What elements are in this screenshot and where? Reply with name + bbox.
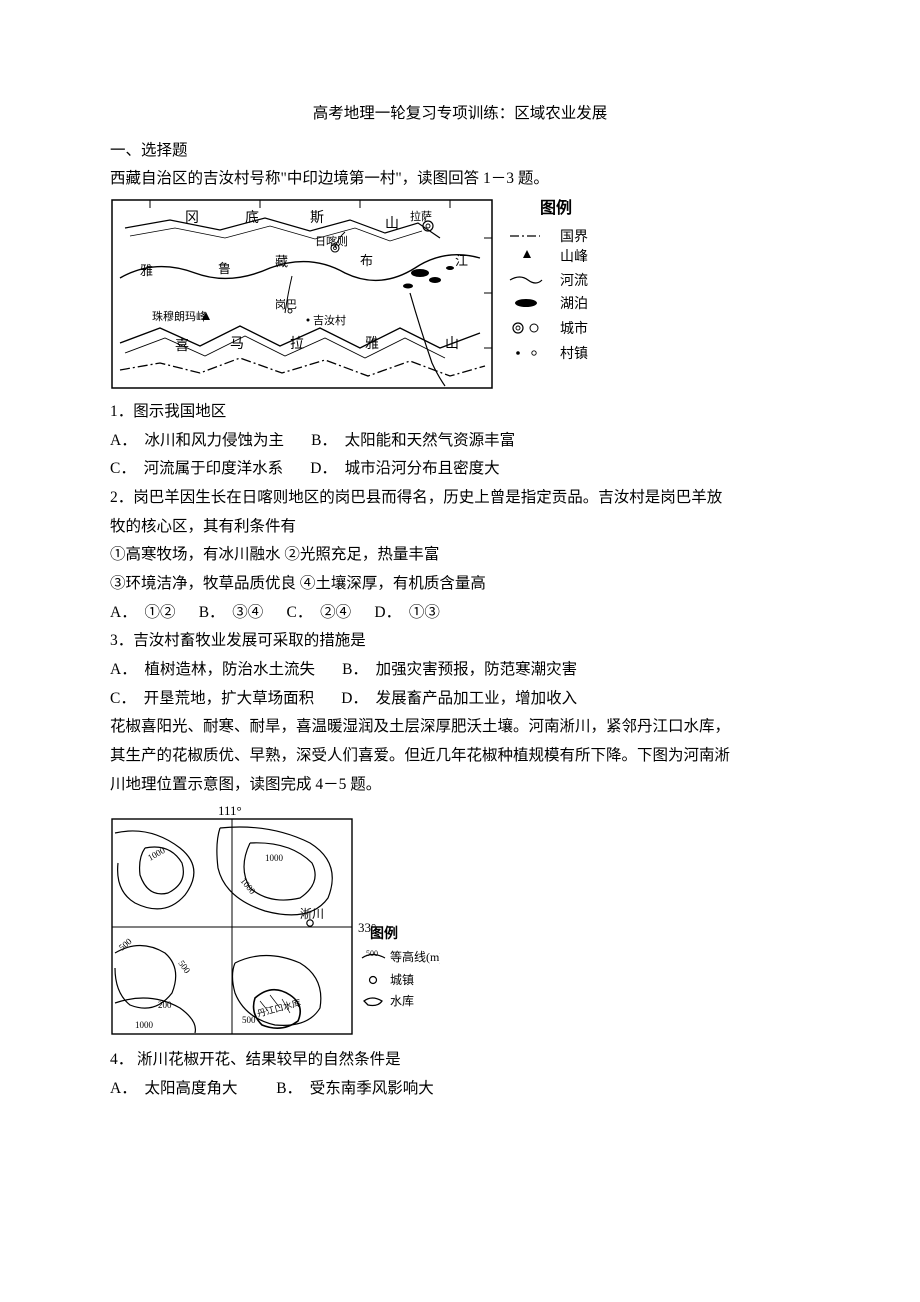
label-la: 拉 xyxy=(290,336,304,352)
q2-stem1: 2．岗巴羊因生长在日喀则地区的岗巴县而得名，历史上曾是指定贡品。吉汝村是岗巴羊放 xyxy=(110,484,810,513)
figure-2: 111° 33° 1000 1000 1000 500 500 200 1000… xyxy=(110,803,810,1038)
intro-1: 西藏自治区的吉汝村号称"中印边境第一村"，读图回答 1－3 题。 xyxy=(110,165,810,194)
label-cang: 藏 xyxy=(275,254,288,269)
label-jiang: 江 xyxy=(455,253,468,268)
q2-stem3: ①高寒牧场，有冰川融水 ②光照充足，热量丰富 xyxy=(110,541,810,570)
legend-peak: 山峰 xyxy=(560,249,588,265)
legend-city: 城市 xyxy=(560,320,588,337)
q2-stem2: 牧的核心区，其有利条件有 xyxy=(110,513,810,542)
label-shan2: 山 xyxy=(445,336,459,352)
label-xi: 喜 xyxy=(175,338,189,354)
contour-label-7: 1000 xyxy=(135,1020,154,1030)
legend2-contour: 等高线(m) xyxy=(390,949,440,964)
section-heading: 一、选择题 xyxy=(110,137,810,166)
label-di: 底 xyxy=(245,210,259,226)
lon-label: 111° xyxy=(218,803,242,818)
legend-border: 国界 xyxy=(560,230,588,245)
q2-stem4: ③环境洁净，牧草品质优良 ④土壤深厚，有机质含量高 xyxy=(110,570,810,599)
label-shan: 山 xyxy=(385,216,399,232)
legend2-reservoir: 水库 xyxy=(390,993,414,1008)
legend2-town: 城镇 xyxy=(390,973,414,987)
legend-river: 河流 xyxy=(560,273,588,289)
q1-stem: 1．图示我国地区 xyxy=(110,398,810,427)
passage-2b: 其生产的花椒质优、早熟，深受人们喜爱。但近几年花椒种植规模有所下降。下图为河南淅 xyxy=(110,742,810,771)
legend2-contour-sample: 500 xyxy=(366,949,378,958)
label-si: 斯 xyxy=(310,210,324,226)
q3-stem: 3．吉汝村畜牧业发展可采取的措施是 xyxy=(110,627,810,656)
legend-lake: 湖泊 xyxy=(560,296,588,312)
legend-title: 图例 xyxy=(540,198,572,217)
label-ya2: 雅 xyxy=(365,336,379,352)
contour-label-6: 200 xyxy=(158,1000,172,1010)
q1-row-a: A． 冰川和风力侵蚀为主 B． 太阳能和天然气资源丰富 xyxy=(110,427,810,456)
label-jiru: 吉汝村 xyxy=(313,313,346,327)
label-ya: 雅 xyxy=(140,263,153,278)
map-xichuan: 111° 33° 1000 1000 1000 500 500 200 1000… xyxy=(110,803,440,1038)
q4-row-a: A． 太阳高度角大 B． 受东南季风影响大 xyxy=(110,1075,810,1104)
town-label: 淅川 xyxy=(300,906,324,921)
contour-label-2: 1000 xyxy=(265,853,284,863)
contour-label-8: 500 xyxy=(242,1015,256,1025)
q4-stem: 4． 淅川花椒开花、结果较早的自然条件是 xyxy=(110,1046,810,1075)
label-zhufeng: 珠穆朗玛峰 xyxy=(152,309,207,323)
doc-title: 高考地理一轮复习专项训练：区域农业发展 xyxy=(110,100,810,129)
q3-row-b: C． 开垦荒地，扩大草场面积 D． 发展畜产品加工业，增加收入 xyxy=(110,685,810,714)
legend2-title: 图例 xyxy=(370,925,398,942)
q2-options: A． ①② B． ③④ C． ②④ D． ①③ xyxy=(110,599,810,628)
label-lu: 鲁 xyxy=(218,261,231,276)
legend-village: 村镇 xyxy=(560,346,588,362)
map-tibet: 冈 底 斯 山 拉萨 雅 鲁 藏 布 江 xyxy=(110,198,600,390)
label-rikaze: 日喀则 xyxy=(315,235,348,248)
passage-2a: 花椒喜阳光、耐寒、耐旱，喜温暖湿润及土层深厚肥沃土壤。河南淅川，紧邻丹江口水库， xyxy=(110,713,810,742)
q1-row-b: C． 河流属于印度洋水系 D． 城市沿河分布且密度大 xyxy=(110,455,810,484)
label-lasa: 拉萨 xyxy=(410,209,432,223)
figure-1: 冈 底 斯 山 拉萨 雅 鲁 藏 布 江 xyxy=(110,198,810,390)
passage-2c: 川地理位置示意图，读图完成 4－5 题。 xyxy=(110,771,810,800)
label-bu: 布 xyxy=(360,253,373,268)
label-ma: 马 xyxy=(230,336,244,352)
label-gang: 冈 xyxy=(185,210,199,226)
label-gangba: 岗巴 xyxy=(275,298,297,311)
q3-row-a: A． 植树造林，防治水土流失 B． 加强灾害预报，防范寒潮灾害 xyxy=(110,656,810,685)
page: 高考地理一轮复习专项训练：区域农业发展 一、选择题 西藏自治区的吉汝村号称"中印… xyxy=(0,0,920,1164)
